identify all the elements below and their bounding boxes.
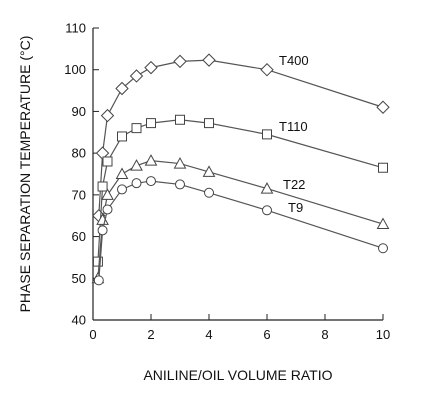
data-point — [97, 181, 108, 192]
y-tick-label: 90 — [72, 104, 86, 119]
y-tick-label: 70 — [72, 187, 86, 202]
series-label: T110 — [279, 119, 308, 134]
data-point — [115, 167, 129, 179]
data-point — [92, 256, 103, 267]
data-point — [173, 157, 187, 169]
series-line — [97, 119, 384, 262]
x-tick-label: 4 — [205, 327, 212, 342]
y-tick-label: 110 — [65, 21, 86, 36]
data-point — [100, 108, 115, 123]
data-point — [202, 53, 216, 67]
series-t400: T400 — [92, 53, 390, 223]
data-point — [175, 179, 185, 190]
data-point — [202, 165, 216, 177]
series-t22: T22 — [91, 154, 390, 284]
series-t9: T9 — [93, 176, 388, 286]
y-tick-label: 40 — [72, 313, 86, 328]
data-point — [376, 217, 390, 230]
data-point — [97, 225, 108, 236]
data-point — [102, 156, 113, 167]
series-label: T22 — [283, 177, 305, 192]
y-tick-label: 80 — [72, 146, 86, 161]
x-tick-label: 8 — [321, 327, 328, 342]
x-tick-label: 2 — [147, 327, 154, 342]
data-point — [117, 184, 127, 195]
x-tick-label: 10 — [376, 327, 390, 342]
y-tick-label: 50 — [72, 271, 86, 286]
data-point — [378, 162, 388, 173]
data-point — [115, 81, 129, 96]
chart-axes: 40 50 60 70 80 90 100 110 0 2 4 6 8 10 — [64, 21, 390, 343]
data-point — [175, 114, 185, 125]
series-label: T9 — [288, 200, 303, 215]
data-point — [131, 123, 142, 134]
data-point — [144, 60, 158, 75]
data-point — [146, 118, 156, 129]
y-axis-title: PHASE SEPARATION TEMPERATURE (°C) — [17, 36, 33, 313]
data-point — [144, 154, 158, 166]
series-line — [98, 180, 384, 281]
data-point — [262, 129, 272, 140]
data-point — [204, 187, 214, 198]
series-line — [98, 59, 384, 216]
data-point — [146, 176, 156, 187]
series-line — [97, 160, 384, 279]
data-point — [131, 178, 142, 189]
y-tick-label: 100 — [64, 62, 86, 77]
data-point — [117, 131, 127, 142]
data-point — [262, 205, 272, 216]
x-tick-label: 6 — [263, 327, 270, 342]
series-label: T400 — [279, 53, 309, 68]
data-point — [260, 182, 274, 194]
data-point — [102, 204, 113, 215]
data-point — [204, 118, 214, 129]
data-point — [130, 159, 143, 171]
data-point — [93, 275, 104, 286]
data-point — [260, 63, 274, 77]
series-t110: T110 — [92, 114, 388, 267]
y-tick-label: 60 — [72, 229, 86, 244]
x-axis-title: ANILINE/OIL VOLUME RATIO — [143, 367, 332, 383]
data-point — [378, 243, 388, 254]
data-point — [129, 69, 144, 83]
data-point — [173, 54, 187, 69]
data-point — [101, 188, 114, 200]
chart-series: T400 T110 T22 T9 — [91, 53, 390, 286]
x-tick-label: 0 — [89, 327, 96, 342]
data-point — [376, 100, 390, 114]
